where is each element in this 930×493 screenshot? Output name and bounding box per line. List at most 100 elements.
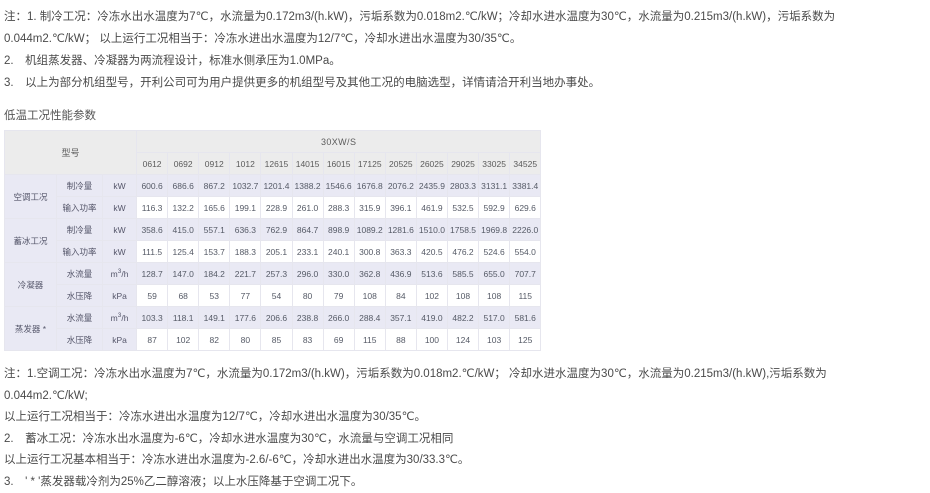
- data-cell: 1758.5: [447, 219, 478, 241]
- header-model-code: 12615: [261, 153, 292, 175]
- data-cell: 88: [385, 329, 416, 351]
- row-unit-label: kW: [103, 241, 137, 263]
- data-cell: 762.9: [261, 219, 292, 241]
- header-model-code: 1012: [230, 153, 261, 175]
- data-cell: 1546.6: [323, 175, 354, 197]
- top-note-line-3: 2. 机组蒸发器、冷凝器为两流程设计，标准水侧承压为1.0MPa。: [4, 50, 924, 72]
- data-cell: 59: [137, 285, 168, 307]
- data-cell: 482.2: [447, 307, 478, 329]
- row-item-label: 输入功率: [57, 197, 103, 219]
- data-cell: 115: [510, 285, 541, 307]
- header-model-code: 34525: [510, 153, 541, 175]
- row-item-label: 水流量: [57, 307, 103, 329]
- data-cell: 153.7: [199, 241, 230, 263]
- data-cell: 864.7: [292, 219, 323, 241]
- data-cell: 517.0: [479, 307, 510, 329]
- data-cell: 1388.2: [292, 175, 323, 197]
- top-note-3-text: 3. 以上为部分机组型号，开利公司可为用户提供更多的机组型号及其他工况的电脑选型…: [4, 77, 600, 89]
- data-cell: 118.1: [168, 307, 199, 329]
- data-cell: 315.9: [354, 197, 385, 219]
- row-group-label: 蒸发器 *: [5, 307, 57, 351]
- row-unit-label: kPa: [103, 285, 137, 307]
- data-cell: 288.3: [323, 197, 354, 219]
- top-note-1b-text: 0.044m2.℃/kW； 以上运行工况相当于：冷冻水进出水温度为12/7℃，冷…: [4, 33, 521, 45]
- data-cell: 53: [199, 285, 230, 307]
- data-cell: 300.8: [354, 241, 385, 263]
- data-cell: 266.0: [323, 307, 354, 329]
- data-cell: 1032.7: [230, 175, 261, 197]
- data-cell: 79: [323, 285, 354, 307]
- bottom-note-line-1: 注：1.空调工况：冷冻水出水温度为7℃，水流量为0.172m3/(h.kW)，污…: [4, 364, 930, 386]
- data-cell: 108: [447, 285, 478, 307]
- data-cell: 415.0: [168, 219, 199, 241]
- header-model-code: 33025: [479, 153, 510, 175]
- data-cell: 128.7: [137, 263, 168, 285]
- data-cell: 80: [230, 329, 261, 351]
- row-unit-label: kPa: [103, 329, 137, 351]
- table-header-row-series: 型号 30XW/S: [5, 131, 541, 153]
- data-cell: 629.6: [510, 197, 541, 219]
- header-model-code: 17125: [354, 153, 385, 175]
- data-cell: 3381.4: [510, 175, 541, 197]
- data-cell: 102: [416, 285, 447, 307]
- data-cell: 132.2: [168, 197, 199, 219]
- data-cell: 147.0: [168, 263, 199, 285]
- row-unit-label: kW: [103, 175, 137, 197]
- data-cell: 363.3: [385, 241, 416, 263]
- data-cell: 68: [168, 285, 199, 307]
- data-cell: 532.5: [447, 197, 478, 219]
- data-cell: 188.3: [230, 241, 261, 263]
- bottom-notes-block: 注：1.空调工况：冷冻水出水温度为7℃，水流量为0.172m3/(h.kW)，污…: [0, 364, 930, 493]
- data-cell: 686.6: [168, 175, 199, 197]
- row-item-label: 制冷量: [57, 175, 103, 197]
- data-cell: 87: [137, 329, 168, 351]
- data-cell: 513.6: [416, 263, 447, 285]
- bottom-note-line-3: 以上运行工况相当于：冷冻水进出水温度为12/7℃，冷却水进出水温度为30/35℃…: [4, 407, 930, 429]
- data-cell: 1089.2: [354, 219, 385, 241]
- data-cell: 1676.8: [354, 175, 385, 197]
- data-cell: 867.2: [199, 175, 230, 197]
- section-title: 低温工况性能参数: [4, 108, 930, 124]
- header-model-code: 14015: [292, 153, 323, 175]
- data-cell: 461.9: [416, 197, 447, 219]
- data-cell: 436.9: [385, 263, 416, 285]
- row-group-label: 空调工况: [5, 175, 57, 219]
- row-unit-label: m3/h: [103, 307, 137, 329]
- row-group-label: 冷凝器: [5, 263, 57, 307]
- data-cell: 102: [168, 329, 199, 351]
- bottom-note-line-5: 以上运行工况基本相当于：冷冻水进出水温度为-2.6/-6℃，冷却水进出水温度为3…: [4, 450, 930, 472]
- data-cell: 592.9: [479, 197, 510, 219]
- data-cell: 1969.8: [479, 219, 510, 241]
- data-cell: 108: [354, 285, 385, 307]
- data-cell: 330.0: [323, 263, 354, 285]
- header-model-code: 0912: [199, 153, 230, 175]
- data-cell: 585.5: [447, 263, 478, 285]
- bottom-note-line-2: 0.044m2.℃/kW;: [4, 386, 930, 408]
- data-cell: 108: [479, 285, 510, 307]
- data-cell: 165.6: [199, 197, 230, 219]
- data-cell: 69: [323, 329, 354, 351]
- header-model-code: 20525: [385, 153, 416, 175]
- data-cell: 2226.0: [510, 219, 541, 241]
- data-cell: 240.1: [323, 241, 354, 263]
- data-cell: 419.0: [416, 307, 447, 329]
- data-cell: 77: [230, 285, 261, 307]
- header-model: 型号: [5, 131, 137, 175]
- data-cell: 115: [354, 329, 385, 351]
- header-model-code: 0612: [137, 153, 168, 175]
- row-unit-label: kW: [103, 219, 137, 241]
- header-model-code: 16015: [323, 153, 354, 175]
- top-note-line-1: 注：1. 制冷工况：冷冻水出水温度为7℃，水流量为0.172m3/(h.kW)，…: [4, 6, 924, 28]
- data-cell: 80: [292, 285, 323, 307]
- data-cell: 600.6: [137, 175, 168, 197]
- data-cell: 184.2: [199, 263, 230, 285]
- top-notes-block: 注：1. 制冷工况：冷冻水出水温度为7℃，水流量为0.172m3/(h.kW)，…: [0, 0, 930, 94]
